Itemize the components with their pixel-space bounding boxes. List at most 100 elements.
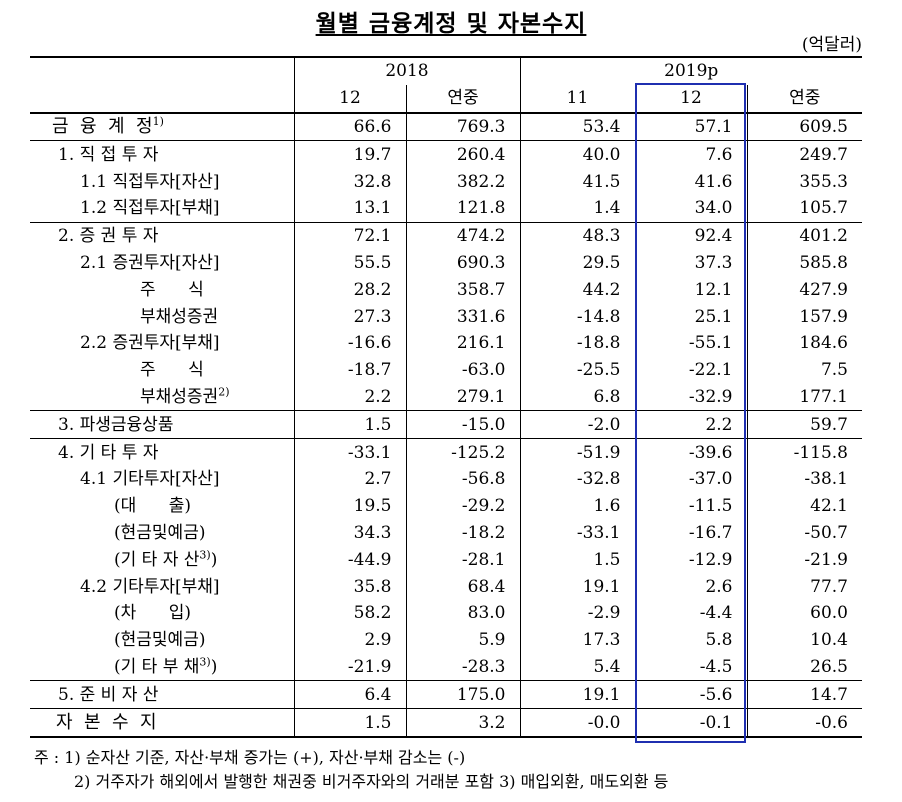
table-row: 자 본 수 지 1.5 3.2 -0.0 -0.1 -0.6 — [30, 708, 862, 737]
value-cell: -4.5 — [634, 653, 747, 681]
row-label-text: 2. 증 권 투 자 — [58, 226, 159, 247]
value-cell: -21.9 — [746, 546, 862, 574]
value-cell: 175.0 — [405, 680, 520, 709]
row-label-text: 주 식 — [140, 279, 204, 300]
value-cell: 53.4 — [519, 112, 635, 141]
row-label-text: 5. 준 비 자 산 — [58, 684, 159, 705]
footnote-marker: 3) — [199, 655, 211, 669]
table-row: 1.2 직접투자[부채] 13.1 121.8 1.4 34.0 105.7 — [30, 194, 862, 223]
row-label-text: 부채성증권 — [140, 306, 219, 327]
table-row: 부채성증권2) 2.2 279.1 6.8 -32.9 177.1 — [30, 383, 862, 411]
value-cell: -33.1 — [293, 438, 406, 466]
header-2018-annual: 연중 — [405, 84, 520, 113]
value-cell: 35.8 — [293, 573, 406, 600]
value-cell: 32.8 — [293, 168, 406, 195]
value-cell: 358.7 — [405, 276, 520, 304]
value-cell: -125.2 — [405, 438, 520, 466]
value-cell: 355.3 — [746, 168, 862, 195]
value-cell: 19.7 — [293, 140, 406, 169]
value-cell: -12.9 — [634, 546, 747, 574]
value-cell: 57.1 — [634, 112, 747, 141]
value-cell: 769.3 — [405, 112, 520, 141]
value-cell: 1.5 — [519, 546, 635, 574]
row-label: 부채성증권 — [30, 303, 294, 330]
row-label-text: 자 본 수 지 — [56, 711, 157, 733]
table-row: 2. 증 권 투 자 72.1 474.2 48.3 92.4 401.2 — [30, 221, 862, 250]
value-cell: 2.6 — [634, 573, 747, 600]
row-label: 3. 파생금융상품 — [30, 410, 294, 439]
value-cell: 279.1 — [405, 383, 520, 411]
row-label: 1.2 직접투자[부채] — [30, 195, 294, 222]
value-cell: 216.1 — [405, 329, 520, 357]
value-cell: -29.2 — [405, 492, 520, 520]
value-cell: -16.7 — [634, 519, 747, 547]
footnote-line-1: 주 : 1) 순자산 기준, 자산·부채 증가는 (+), 자산·부채 감소는 … — [34, 748, 466, 767]
value-cell: 6.4 — [293, 680, 406, 709]
table-row: 1. 직 접 투 자 19.7 260.4 40.0 7.6 249.7 — [30, 140, 862, 169]
row-label: 주 식 — [30, 357, 294, 384]
table-row: (기 타 부 채3)) -21.9 -28.3 5.4 -4.5 26.5 — [30, 653, 862, 681]
value-cell: 2.9 — [293, 626, 406, 654]
value-cell: 19.1 — [519, 680, 635, 709]
value-cell: 2.2 — [634, 410, 747, 439]
value-cell: -44.9 — [293, 546, 406, 574]
value-cell: 6.8 — [519, 383, 635, 411]
value-cell: -2.9 — [519, 599, 635, 627]
table-row: 4. 기 타 투 자 -33.1 -125.2 -51.9 -39.6 -115.8 — [30, 438, 862, 466]
value-cell: 7.6 — [634, 140, 747, 169]
value-cell: 42.1 — [746, 492, 862, 520]
value-cell: 27.3 — [293, 303, 406, 330]
row-label: (현금및예금) — [30, 627, 294, 654]
footnotes: 주 : 1) 순자산 기준, 자산·부채 증가는 (+), 자산·부채 감소는 … — [34, 746, 668, 794]
value-cell: 5.8 — [634, 626, 747, 654]
value-cell: -33.1 — [519, 519, 635, 547]
value-cell: -55.1 — [634, 329, 747, 357]
table-row: 3. 파생금융상품 1.5 -15.0 -2.0 2.2 59.7 — [30, 410, 862, 439]
value-cell: -38.1 — [746, 465, 862, 493]
value-cell: 1.5 — [293, 708, 406, 737]
value-cell: -0.0 — [519, 708, 635, 737]
value-cell: 609.5 — [746, 112, 862, 141]
header-2018-12: 12 — [293, 84, 406, 113]
value-cell: 77.7 — [746, 573, 862, 600]
row-label-text: 4.1 기타투자[자산] — [80, 469, 220, 490]
value-cell: 13.1 — [293, 194, 406, 223]
row-label-text: 금 융 계 정 — [52, 115, 153, 137]
row-label-text: 4.2 기타투자[부채] — [80, 576, 220, 597]
value-cell: 58.2 — [293, 599, 406, 627]
row-label-text: (기 타 자 산 — [114, 549, 200, 570]
table-row: (차 입) 58.2 83.0 -2.9 -4.4 60.0 — [30, 599, 862, 627]
row-label: (기 타 자 산3)) — [30, 546, 294, 573]
closing-paren: ) — [210, 656, 218, 677]
value-cell: -0.6 — [746, 708, 862, 737]
row-label: 2.1 증권투자[자산] — [30, 250, 294, 277]
row-label: 금 융 계 정1) — [30, 113, 294, 141]
value-cell: 5.4 — [519, 653, 635, 681]
value-cell: 3.2 — [405, 708, 520, 737]
financial-account-table: 2018 2019p 12 연중 11 12 연중 금 융 계 정1) 66.6 7… — [30, 56, 862, 738]
value-cell: -63.0 — [405, 356, 520, 384]
row-label: 1.1 직접투자[자산] — [30, 168, 294, 195]
row-label: (현금및예금) — [30, 520, 294, 547]
row-label: 4.1 기타투자[자산] — [30, 466, 294, 493]
row-label-text: 2.1 증권투자[자산] — [80, 252, 220, 273]
value-cell: 1.5 — [293, 410, 406, 439]
row-label: 주 식 — [30, 276, 294, 303]
row-label-text: (현금및예금) — [114, 522, 206, 543]
value-cell: 19.5 — [293, 492, 406, 520]
value-cell: 121.8 — [405, 194, 520, 223]
value-cell: -21.9 — [293, 653, 406, 681]
value-cell: -28.3 — [405, 653, 520, 681]
row-label: 1. 직 접 투 자 — [30, 140, 294, 169]
table-row: 1.1 직접투자[자산] 32.8 382.2 41.5 41.6 355.3 — [30, 168, 862, 195]
value-cell: -15.0 — [405, 410, 520, 439]
value-cell: 68.4 — [405, 573, 520, 600]
value-cell: -28.1 — [405, 546, 520, 574]
value-cell: 66.6 — [293, 112, 406, 141]
page-title: 월별 금융계정 및 자본수지 — [315, 10, 587, 37]
row-label-text: 4. 기 타 투 자 — [58, 442, 159, 463]
footnote-marker: 3) — [199, 548, 211, 562]
value-cell: 29.5 — [519, 249, 635, 277]
row-label-text: (현금및예금) — [114, 630, 206, 651]
value-cell: 34.0 — [634, 194, 747, 223]
